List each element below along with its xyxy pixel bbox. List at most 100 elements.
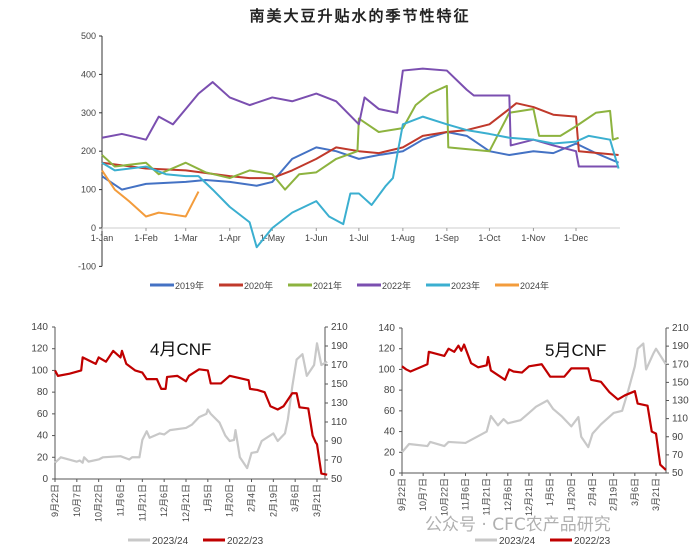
x-tick-label: 9月22日 [50,484,60,517]
x-tick-label: 1月5日 [203,484,213,512]
y-tick-label: 40 [384,427,396,438]
x-tick-label: 12月21日 [524,478,534,516]
y-tick-label: 60 [37,409,49,420]
y-tick-label: 500 [81,31,96,41]
y-tick-label: 100 [31,365,48,376]
legend-label: 2023年 [451,280,480,291]
series-line-2023/24 [401,342,667,453]
y2-tick-label: 70 [672,450,684,461]
watermark: 公众号 · CFC农产品研究 [425,515,611,535]
series-line-2022/23 [54,349,328,476]
y-tick-label: 100 [378,364,395,375]
legend-label: 2023/24 [152,536,189,547]
y-tick-label: 80 [384,385,396,396]
x-tick-label: 1月20日 [225,484,235,517]
x-tick-label: 9月22日 [397,478,407,511]
y2-tick-label: 50 [331,474,343,485]
y-tick-label: 200 [81,146,96,156]
legend-label: 2022年 [382,280,411,291]
y-tick-label: -100 [78,261,96,271]
legend-label: 2022/23 [574,536,611,547]
y2-tick-label: 170 [331,360,348,371]
series-line-2020年 [101,102,619,180]
y2-tick-label: 90 [331,436,343,447]
x-tick-label: 3月6日 [290,484,300,512]
y2-tick-label: 190 [331,341,348,352]
x-tick-label: 1-Dec [564,233,589,243]
x-tick-label: 10月22日 [439,478,449,516]
chart-subtitle: 5月CNF [545,341,606,360]
x-tick-label: 1-Aug [391,233,415,243]
y2-tick-label: 130 [672,396,689,407]
x-tick-label: 2月4日 [247,484,257,512]
y2-tick-label: 50 [672,468,684,479]
y-tick-label: 20 [37,452,49,463]
series-line-2021年 [101,84,619,191]
x-tick-label: 10月7日 [72,484,82,517]
legend-label: 2022/23 [227,536,264,547]
x-tick-label: 1-Sep [435,233,459,243]
y2-tick-label: 110 [331,417,347,428]
x-tick-label: 2月19日 [609,478,619,511]
x-tick-label: 1-May [260,233,286,243]
x-tick-label: 1-Nov [521,233,546,243]
y-tick-label: 140 [378,323,395,334]
x-tick-label: 1-Apr [219,233,241,243]
x-tick-label: 1-Jul [349,233,369,243]
x-tick-label: 1-Jun [305,233,328,243]
y2-tick-label: 130 [331,398,348,409]
x-tick-label: 11月21日 [137,484,147,521]
x-tick-label: 3月21日 [651,478,661,511]
x-tick-label: 10月7日 [418,478,428,511]
x-tick-label: 2月4日 [588,478,598,506]
y-tick-label: 20 [384,447,396,458]
legend-label: 2020年 [244,280,273,291]
y-tick-label: 0 [91,223,96,233]
y-tick-label: 80 [37,387,49,398]
y2-tick-label: 210 [331,322,348,333]
y-tick-label: 100 [81,185,96,195]
x-tick-label: 1-Mar [174,233,198,243]
y2-tick-label: 110 [672,414,688,425]
series-line-2024年 [101,169,200,218]
x-tick-label: 11月6日 [461,478,471,510]
x-tick-label: 12月6日 [503,478,513,511]
x-tick-label: 1月20日 [566,478,576,511]
y2-tick-label: 170 [672,359,689,370]
y2-tick-label: 150 [672,377,689,388]
y2-tick-label: 210 [672,323,689,334]
y-tick-label: 300 [81,108,96,118]
series-line-2022年 [101,67,619,168]
chart-title: 南美大豆升贴水的季节性特征 [249,7,470,25]
x-tick-label: 12月6日 [159,484,169,517]
x-tick-label: 1-Oct [478,233,501,243]
y2-tick-label: 70 [331,455,343,466]
y-tick-label: 120 [31,344,48,355]
y-tick-label: 0 [42,474,48,485]
y2-tick-label: 150 [331,379,348,390]
y-tick-label: 140 [31,322,48,333]
y2-tick-label: 190 [672,341,689,352]
y-tick-label: 60 [384,406,396,417]
y2-tick-label: 90 [672,432,684,443]
x-tick-label: 1-Jan [91,233,114,243]
chart-subtitle: 4月CNF [150,340,211,359]
series-line-2023/24 [54,342,328,470]
x-tick-label: 2月19日 [268,484,278,517]
x-tick-label: 1-Feb [134,233,158,243]
legend-label: 2024年 [520,280,549,291]
y-tick-label: 0 [389,468,395,479]
legend-label: 2019年 [175,280,204,291]
series-line-2022/23 [401,343,667,471]
x-tick-label: 11月21日 [482,478,492,515]
y-tick-label: 400 [81,69,96,79]
x-tick-label: 3月21日 [312,484,322,517]
y-tick-label: 120 [378,344,395,355]
y-tick-label: 40 [37,431,49,442]
series-line-2023年 [101,115,620,249]
legend-label: 2023/24 [499,536,536,547]
x-tick-label: 3月6日 [630,478,640,506]
x-tick-label: 12月21日 [181,484,191,522]
